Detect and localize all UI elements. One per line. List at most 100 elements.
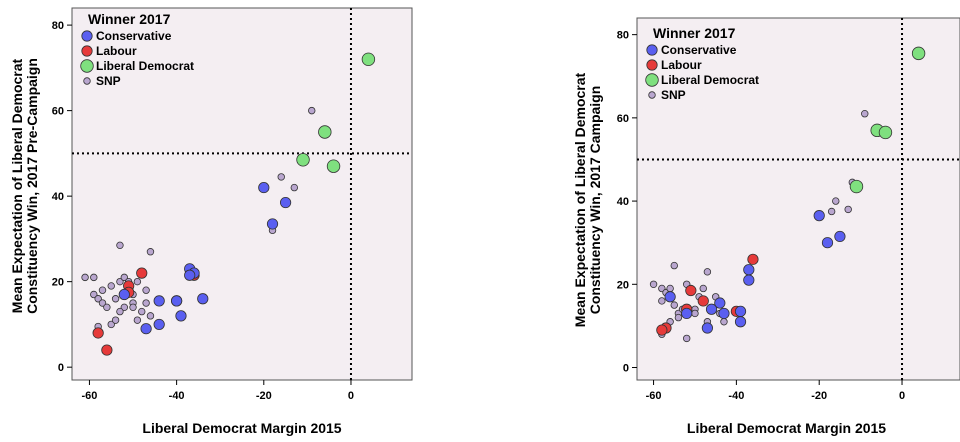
data-point-conservative [743, 264, 755, 276]
y-axis-title-line: Mean Expectation of Liberal Democrat [572, 72, 588, 327]
x-tick-label: 0 [348, 390, 354, 402]
plot-area [636, 17, 960, 381]
legend-label-conservative: Conservative [96, 29, 172, 43]
data-point-snp [658, 297, 666, 305]
legend-title: Winner 2017 [88, 11, 171, 27]
data-point-snp [116, 277, 124, 286]
data-point-snp [81, 273, 89, 282]
data-point-snp [682, 334, 691, 343]
y-tick-label: 40 [617, 196, 629, 208]
data-point-snp [670, 261, 678, 270]
legend-label-snp: SNP [96, 74, 121, 88]
legend-marker-snp [648, 91, 656, 99]
data-point-snp [670, 301, 678, 309]
data-point-snp [98, 299, 107, 307]
x-axis-title: Liberal Democrat Margin 2015 [687, 420, 886, 436]
data-point-snp [98, 286, 107, 294]
data-point-snp [142, 299, 150, 307]
legend-label-conservative: Conservative [661, 43, 737, 57]
data-point-liberal-democrat [849, 179, 864, 194]
data-point-snp [133, 316, 142, 324]
data-point-snp [103, 303, 111, 312]
plot-area [71, 7, 413, 381]
data-point-labour [656, 324, 668, 336]
y-tick-label: 40 [52, 191, 64, 203]
data-point-conservative [701, 322, 713, 334]
data-point-snp [308, 106, 316, 115]
data-point-snp [120, 273, 129, 282]
data-point-conservative [834, 230, 846, 243]
legend-label-labour: Labour [96, 44, 137, 58]
data-point-snp [699, 284, 707, 293]
y-axis-title: Mean Expectation of Liberal Democrat Cons… [572, 72, 603, 327]
data-point-liberal-democrat [318, 125, 332, 139]
legend-label-liberal-democrat: Liberal Democrat [661, 73, 759, 87]
data-point-snp [832, 197, 840, 205]
chart-campaign: -60 -40 -20 0 0 20 40 60 80 Winner 2017 Conservati… [560, 0, 960, 442]
data-point-snp [111, 295, 120, 303]
y-tick-label: 0 [58, 362, 64, 374]
y-tick-label: 0 [623, 363, 629, 375]
x-tick-label: -60 [81, 390, 97, 402]
data-point-conservative [681, 307, 693, 320]
x-tick-label: -20 [256, 390, 272, 402]
data-point-labour [136, 267, 148, 279]
legend-marker-liberal-democrat [645, 73, 659, 87]
data-point-snp [861, 110, 869, 118]
data-point-labour [101, 344, 113, 356]
x-tick-label: -60 [646, 390, 662, 402]
data-point-snp [129, 303, 137, 312]
data-point-snp [90, 290, 98, 299]
legend-label-snp: SNP [661, 88, 686, 102]
data-point-labour [747, 253, 759, 265]
data-point-snp [649, 280, 658, 288]
y-tick-label: 80 [617, 30, 629, 42]
data-point-snp [674, 313, 683, 322]
data-point-conservative [664, 291, 676, 303]
chart-svg-campaign: -60 -40 -20 0 0 20 40 60 80 Winner 2017 Conservati… [572, 17, 960, 436]
legend-label-liberal-democrat: Liberal Democrat [96, 59, 194, 73]
x-tick-label: -20 [811, 390, 827, 402]
data-point-liberal-democrat [326, 159, 341, 173]
data-point-conservative [258, 181, 270, 194]
data-point-conservative [734, 305, 747, 317]
data-point-conservative [197, 293, 209, 305]
y-axis-title-line: Mean Expectation of Liberal Democrat [9, 58, 25, 313]
data-point-conservative [821, 237, 834, 249]
data-point-snp [94, 295, 102, 303]
y-tick-label: 60 [52, 106, 64, 118]
chart-svg-pre-campaign: -60 -40 -20 0 0 20 40 60 80 Winner 2017 Conservati… [9, 7, 413, 436]
data-point-snp [120, 303, 129, 312]
data-point-conservative [153, 295, 165, 307]
data-point-snp [138, 307, 146, 316]
data-point-snp [107, 282, 115, 290]
legend-marker-snp [83, 77, 91, 85]
data-point-snp [133, 277, 142, 286]
data-point-snp [116, 241, 124, 250]
data-point-snp [142, 286, 150, 294]
data-point-conservative [118, 288, 130, 301]
data-point-snp [116, 307, 124, 316]
data-point-conservative [705, 303, 718, 315]
y-tick-label: 80 [52, 20, 64, 32]
data-point-snp [107, 320, 115, 329]
data-point-conservative [153, 318, 165, 331]
y-tick-label: 60 [617, 113, 629, 125]
data-point-snp [146, 248, 155, 256]
data-point-snp [703, 268, 712, 276]
data-point-liberal-democrat [296, 153, 310, 167]
y-axis-title-line: Constituency Win, 2017 Campaign [587, 86, 603, 315]
data-point-snp [827, 207, 836, 216]
data-point-conservative [140, 323, 152, 335]
y-axis-title-line: Constituency Win, 2017 Pre-Campaign [24, 58, 40, 314]
data-point-snp [111, 316, 120, 324]
x-tick-label: -40 [728, 390, 744, 402]
data-point-conservative [266, 218, 279, 230]
data-point-snp [666, 284, 674, 293]
data-point-labour [92, 327, 104, 339]
data-point-snp [720, 318, 728, 326]
data-point-liberal-democrat [911, 46, 926, 61]
data-point-conservative [184, 269, 196, 281]
legend-marker-conservative [81, 30, 93, 42]
data-point-conservative [175, 310, 187, 322]
